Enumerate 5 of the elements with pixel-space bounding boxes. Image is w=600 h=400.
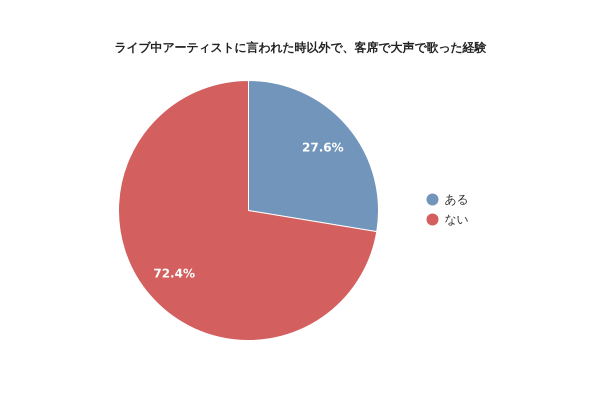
data-label: 72.4% [153,266,195,281]
chart-title: ライブ中アーティストに言われた時以外で、客席で大声で歌った経験 [114,40,488,54]
legend-label: ない [444,212,468,226]
legend-label: ある [444,192,468,206]
data-label: 27.6% [302,140,344,154]
